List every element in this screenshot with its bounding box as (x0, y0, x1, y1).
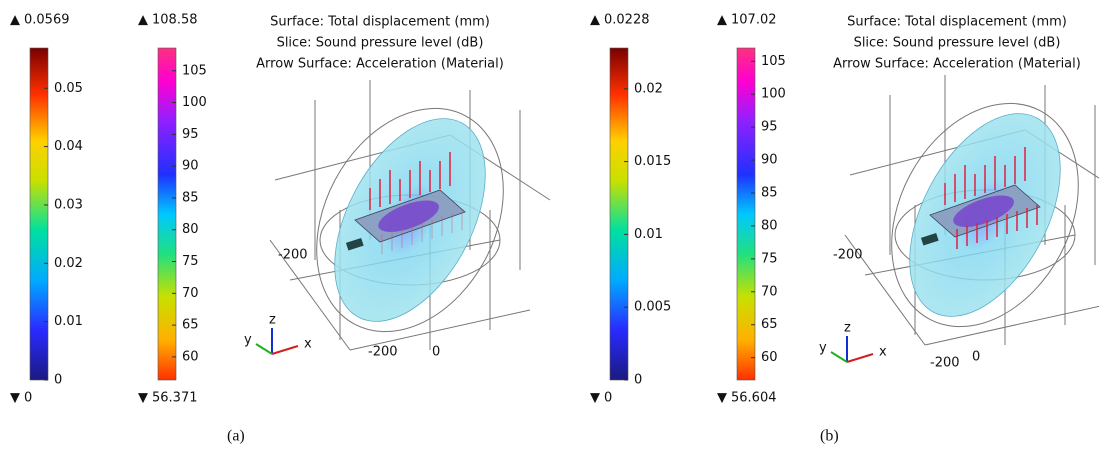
min-arrow: ▼ (590, 391, 600, 406)
colorbar-tick-label: 0.005 (634, 300, 671, 315)
colorbar-tick-label: 90 (182, 159, 199, 174)
colorbar-max: 0.0228 (604, 13, 650, 28)
min-arrow: ▼ (717, 391, 727, 406)
triad-label: z (269, 313, 276, 328)
plot-title: Slice: Sound pressure level (dB) (854, 36, 1061, 51)
triad-label: z (844, 321, 851, 336)
pressure-core (953, 195, 1014, 227)
colorbar-tick-label: 0.05 (54, 81, 83, 96)
colorbar-tick-label: 0.01 (634, 227, 663, 242)
triad-x (846, 353, 874, 363)
max-arrow: ▲ (717, 13, 727, 28)
colorbar (157, 47, 177, 381)
plot-title: Surface: Total displacement (mm) (270, 15, 490, 30)
triad-label: x (304, 337, 312, 352)
colorbar (29, 47, 49, 381)
colorbar-tick-label: 0.015 (634, 154, 671, 169)
colorbar-tick-label: 105 (182, 63, 207, 78)
triad-label: x (879, 345, 887, 360)
grid-line-3d (349, 309, 531, 351)
triad-y (830, 351, 848, 363)
colorbar-tick-label: 65 (182, 318, 199, 333)
min-arrow: ▼ (138, 391, 148, 406)
colorbar-tick-label: 95 (761, 120, 778, 135)
axis-label: 0 (972, 350, 980, 365)
colorbar-tick-label: 0 (634, 373, 642, 388)
colorbar-tick-label: 95 (182, 127, 199, 142)
colorbar-tick-label: 60 (182, 349, 199, 364)
axis-label: -200 (278, 248, 308, 263)
colorbar (736, 47, 756, 381)
axis-label: -200 (930, 356, 960, 371)
panel-caption: (a) (227, 428, 245, 445)
panel-caption: (b) (820, 428, 839, 445)
colorbar-tick-label: 75 (182, 254, 199, 269)
colorbar-tick-label: 0.01 (54, 314, 83, 329)
colorbar-tick-label: 80 (182, 222, 199, 237)
axis-label: -200 (368, 345, 398, 360)
colorbar-tick-label: 65 (761, 317, 778, 332)
colorbar-min: 0 (604, 391, 612, 406)
max-arrow: ▲ (10, 13, 20, 28)
colorbar-tick-label: 0.04 (54, 139, 83, 154)
colorbar-tick-label: 70 (761, 284, 778, 299)
axis-label: 0 (432, 345, 440, 360)
triad-label: y (819, 341, 827, 356)
grid-line-3d (924, 305, 1099, 346)
colorbar-tick-label: 85 (182, 190, 199, 205)
outline-ellipse (316, 107, 504, 333)
colorbar-tick-label: 0.02 (634, 81, 663, 96)
triad-label: y (244, 333, 252, 348)
colorbar-tick-label: 0 (54, 373, 62, 388)
triad-y (255, 343, 273, 355)
colorbar-tick-label: 0.03 (54, 197, 83, 212)
plot-title: Arrow Surface: Acceleration (Material) (833, 57, 1081, 72)
colorbar-min: 56.604 (731, 391, 777, 406)
colorbar-tick-label: 60 (761, 350, 778, 365)
max-arrow: ▲ (590, 13, 600, 28)
grid-line-3d (269, 239, 351, 351)
colorbar-min: 0 (24, 391, 32, 406)
colorbar-max: 107.02 (731, 13, 777, 28)
plot-title: Surface: Total displacement (mm) (847, 15, 1067, 30)
plot-title: Arrow Surface: Acceleration (Material) (256, 57, 504, 72)
colorbar (609, 47, 629, 381)
colorbar-tick-label: 0.02 (54, 256, 83, 271)
outline-ellipse (891, 102, 1079, 328)
colorbar-tick-label: 100 (761, 87, 786, 102)
plot-title: Slice: Sound pressure level (dB) (277, 36, 484, 51)
triad-x (271, 345, 299, 355)
axis-label: -200 (833, 248, 863, 263)
stub (345, 237, 364, 251)
pressure-core (378, 200, 439, 232)
colorbar-tick-label: 80 (761, 218, 778, 233)
min-arrow: ▼ (10, 391, 20, 406)
grid-line-3d (844, 234, 926, 346)
colorbar-tick-label: 90 (761, 153, 778, 168)
colorbar-max: 0.0569 (24, 13, 70, 28)
colorbar-tick-label: 85 (761, 186, 778, 201)
colorbar-tick-label: 100 (182, 95, 207, 110)
colorbar-tick-label: 105 (761, 54, 786, 69)
colorbar-tick-label: 75 (761, 251, 778, 266)
colorbar-tick-label: 70 (182, 286, 199, 301)
scene-3d (844, 75, 1099, 346)
colorbar-max: 108.58 (152, 13, 198, 28)
colorbar-min: 56.371 (152, 391, 198, 406)
max-arrow: ▲ (138, 13, 148, 28)
scene-3d (269, 80, 551, 351)
stub (920, 232, 939, 246)
